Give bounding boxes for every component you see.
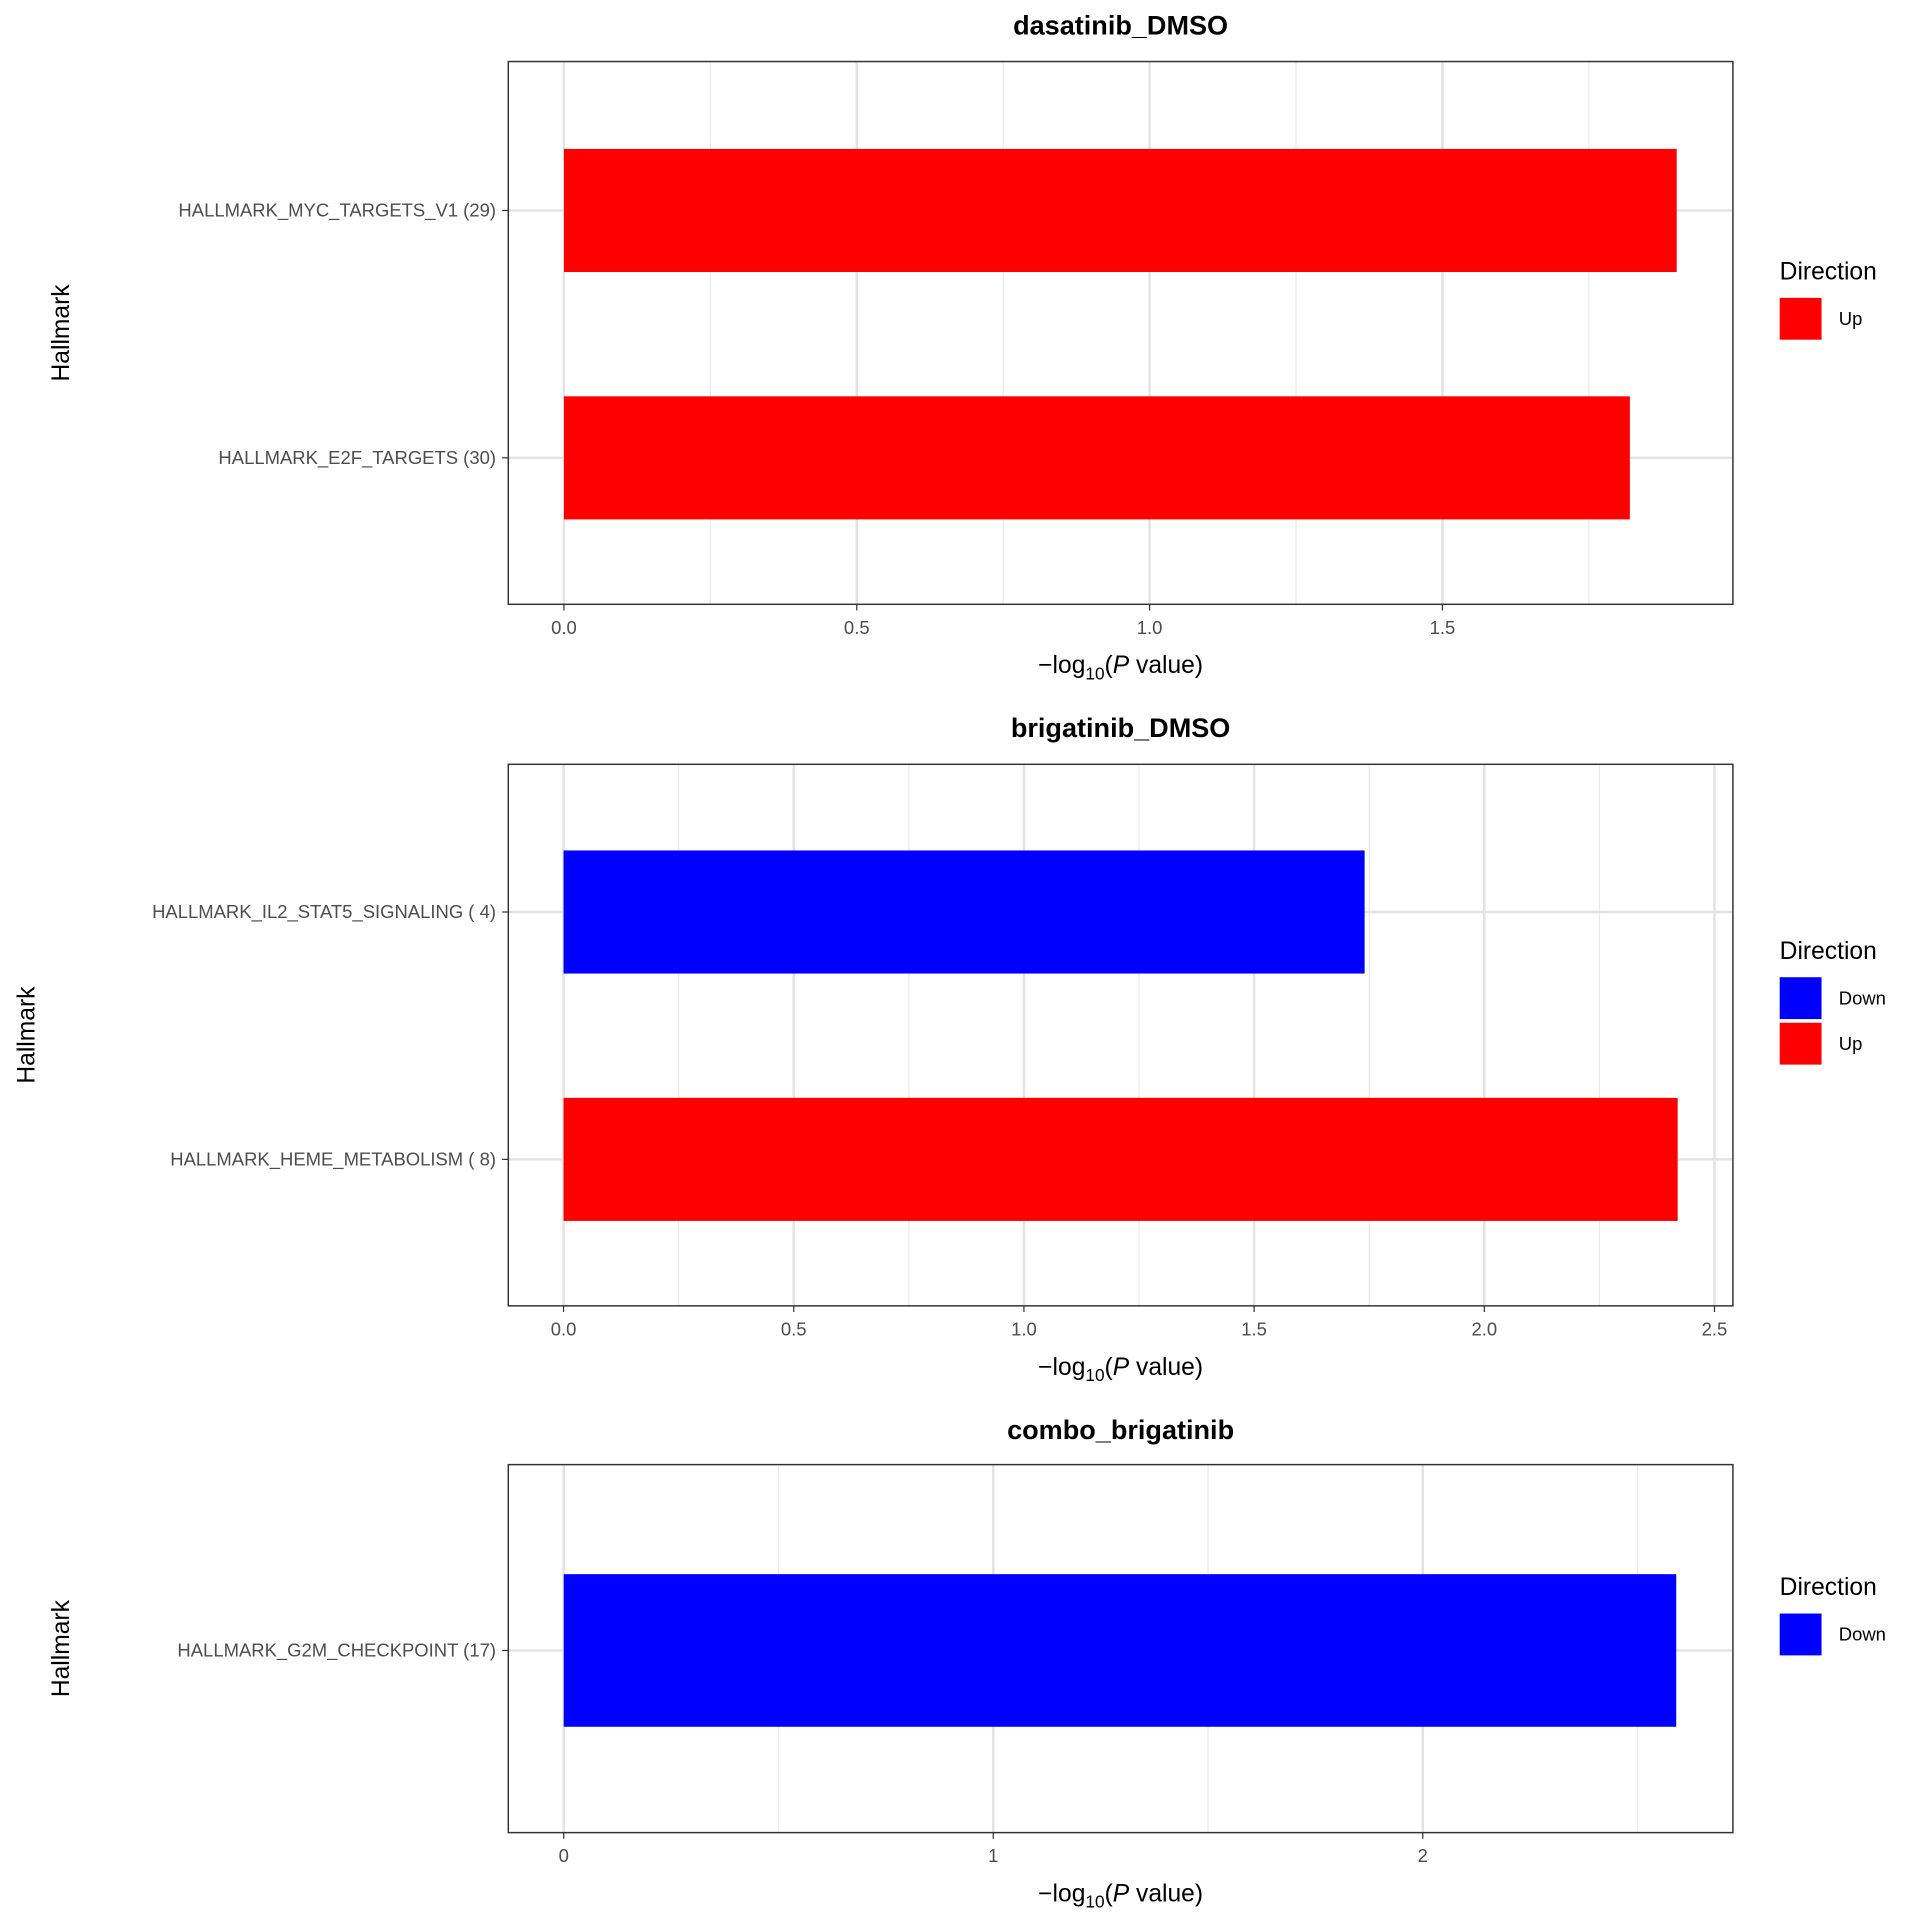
x-tick-label: 0.5 bbox=[781, 1318, 807, 1339]
x-tick-label: 1.0 bbox=[1011, 1318, 1037, 1339]
plot-background bbox=[508, 61, 1733, 605]
y-tick-label: HALLMARK_MYC_TARGETS_V1 (29) bbox=[178, 200, 496, 222]
x-tick-label: 0.5 bbox=[844, 617, 870, 638]
x-axis-label: −log10(P value) bbox=[1038, 652, 1203, 683]
plot-background bbox=[508, 764, 1733, 1306]
x-tick-label: 0 bbox=[559, 1845, 569, 1866]
x-tick-label: 2.0 bbox=[1471, 1318, 1497, 1339]
x-tick-label: 1.5 bbox=[1430, 617, 1456, 638]
panel-title: brigatinib_DMSO bbox=[1011, 712, 1231, 743]
y-axis-label: Hallmark bbox=[13, 986, 40, 1084]
bar-down bbox=[563, 1574, 1677, 1727]
x-tick-label: 0.0 bbox=[551, 617, 577, 638]
legend-key-down bbox=[1779, 1613, 1822, 1656]
legend-key-up bbox=[1779, 297, 1822, 340]
legend-key-up bbox=[1779, 1022, 1822, 1065]
x-tick-label: 0.0 bbox=[551, 1318, 577, 1339]
legend-label: Up bbox=[1839, 1033, 1863, 1054]
x-axis-label: −log10(P value) bbox=[1038, 1881, 1203, 1912]
panel-border bbox=[507, 60, 1734, 606]
y-axis-label: Hallmark bbox=[48, 284, 75, 382]
bar-down bbox=[563, 850, 1365, 974]
panel-2: HALLMARK_G2M_CHECKPOINT (17) 0 1 2 combo_bri… bbox=[48, 1414, 1886, 1912]
panel-1: HALLMARK_IL2_STAT5_SIGNALING ( 4) HALLMAR… bbox=[13, 712, 1885, 1385]
y-tick-label: HALLMARK_HEME_METABOLISM ( 8) bbox=[170, 1149, 496, 1171]
panel-border bbox=[507, 763, 1734, 1307]
x-axis-label: −log10(P value) bbox=[1038, 1354, 1203, 1385]
panel-0: HALLMARK_MYC_TARGETS_V1 (29) HALLMARK_E2F… bbox=[48, 9, 1877, 683]
x-tick-label: 1 bbox=[988, 1845, 998, 1866]
bar-up bbox=[563, 1097, 1678, 1221]
legend-title: Direction bbox=[1780, 1574, 1877, 1601]
x-tick-label: 1.5 bbox=[1241, 1318, 1267, 1339]
y-tick-label: HALLMARK_E2F_TARGETS (30) bbox=[218, 447, 496, 469]
x-tick-label: 2.5 bbox=[1702, 1318, 1728, 1339]
x-tick-label: 2 bbox=[1418, 1845, 1428, 1866]
bar-up bbox=[563, 396, 1630, 520]
panel-border bbox=[507, 1463, 1734, 1834]
y-tick-label: HALLMARK_IL2_STAT5_SIGNALING ( 4) bbox=[152, 901, 496, 923]
bar-up bbox=[563, 148, 1677, 272]
legend-title: Direction bbox=[1780, 258, 1877, 285]
panel-title: combo_brigatinib bbox=[1007, 1414, 1234, 1445]
x-tick-label: 1.0 bbox=[1137, 617, 1163, 638]
panel-title: dasatinib_DMSO bbox=[1013, 9, 1228, 40]
legend-label: Down bbox=[1839, 987, 1886, 1008]
y-tick-label: HALLMARK_G2M_CHECKPOINT (17) bbox=[177, 1640, 496, 1662]
legend-label: Down bbox=[1839, 1624, 1886, 1645]
legend-label: Up bbox=[1839, 308, 1863, 329]
y-axis-label: Hallmark bbox=[48, 1599, 75, 1697]
legend-title: Direction bbox=[1780, 938, 1877, 965]
legend-key-down bbox=[1779, 977, 1822, 1020]
